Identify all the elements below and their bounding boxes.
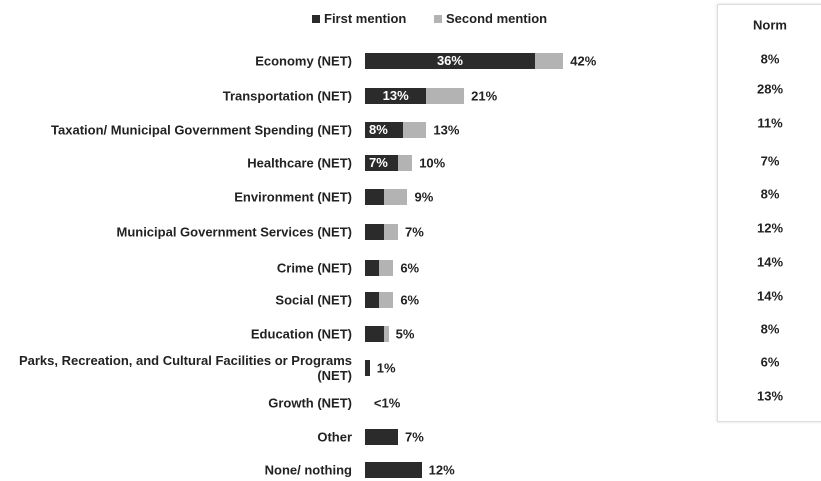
category-label: Economy (NET) [255,53,352,69]
norm-value: 12% [756,220,784,236]
bar-segment [365,189,384,205]
bar-segment [383,189,408,205]
norm-value: 6% [760,354,780,370]
category-label: Parks, Recreation, and Cultural Faciliti… [18,353,352,383]
total-label: <1% [373,395,401,411]
norm-value: 14% [756,254,784,270]
data-label: 7% [369,155,388,170]
category-label: Growth (NET) [268,395,352,411]
category-label: Crime (NET) [276,260,352,276]
category-label: Taxation/ Municipal Government Spending … [51,122,352,138]
total-label: 9% [414,189,434,205]
norm-value: 7% [760,153,780,169]
category-label: Municipal Government Services (NET) [116,224,352,240]
norm-value: 8% [760,51,780,67]
legend-swatch [434,14,442,23]
category-label: Social (NET) [275,292,352,308]
bar-segment [402,122,427,138]
category-label: None/ nothing [264,462,352,478]
total-label: 13% [433,122,460,138]
total-label: 7% [405,429,424,445]
norm-value: 28% [756,81,784,97]
bar-segment [379,260,394,276]
norm-table: Norm 8% 28% 11% 7% 8% 12% 14% 14% 8% 6% 13% [717,4,821,422]
bar-segment [365,326,384,342]
bar-segment [534,53,564,69]
bar-segment [365,122,403,138]
norm-value: 8% [760,186,780,202]
legend-item: Second mention [434,11,547,26]
bar-segment [365,260,380,276]
norm-header: Norm [753,17,787,33]
total-label: 7% [405,224,424,240]
total-label: 1% [376,360,396,376]
total-label: 12% [428,462,455,478]
category-label: Transportation (NET) [222,88,352,104]
total-label: 42% [570,53,597,69]
bar-segment [365,88,427,104]
total-label: 21% [471,88,498,104]
norm-value: 14% [756,288,784,304]
bar-segment [379,292,394,308]
bar-segment [426,88,465,104]
bar-segment [365,292,380,308]
bar-segment [383,224,399,240]
legend-label: First mention [324,11,407,26]
data-label: 36% [436,53,463,68]
bar-segment [365,462,422,478]
data-label: 13% [382,88,409,103]
bar-segment [398,155,413,171]
norm-value: 13% [756,388,784,404]
category-label: Other [317,429,352,445]
bar-segment [365,360,370,376]
category-label: Environment (NET) [234,189,352,205]
legend-item: First mention [312,11,406,26]
legend-label: Second mention [446,11,548,26]
category-label: Healthcare (NET) [247,155,352,171]
total-label: 5% [395,326,415,342]
norm-value: 11% [757,115,783,131]
total-label: 10% [419,155,446,171]
norm-value: 8% [760,321,780,337]
total-label: 6% [400,260,420,276]
bar-segment [383,326,389,342]
legend-swatch [312,14,320,23]
bar-segment [365,224,384,240]
bar-segment [365,155,399,171]
bar-segment [365,53,535,69]
total-label: 6% [400,292,420,308]
bar-segment [365,429,399,445]
category-label: Education (NET) [250,326,352,342]
data-label: 8% [369,122,388,137]
